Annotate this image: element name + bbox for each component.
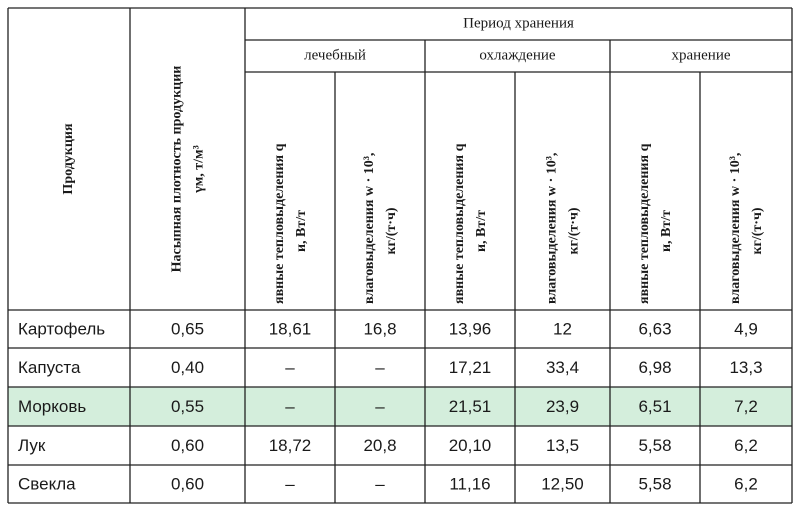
column-header: явные тепловыделения q — [272, 143, 287, 304]
cell-value: 18,61 — [269, 319, 312, 338]
column-header: явные тепловыделения q — [452, 143, 467, 304]
column-header: кг/(т·ч) — [750, 207, 765, 254]
column-header: явные тепловыделения q — [637, 143, 652, 304]
cell-value: 6,63 — [638, 319, 671, 338]
cell-value: 6,98 — [638, 358, 671, 377]
cell-value: 33,4 — [546, 358, 579, 377]
group-header: лечебный — [304, 47, 366, 63]
cell-value: 20,10 — [449, 436, 492, 455]
cell-value: 0,55 — [171, 397, 204, 416]
cell-value: 12,50 — [541, 474, 584, 493]
group-header: охлаждение — [479, 47, 555, 63]
column-header: влаговыделения w · 10³, — [362, 153, 377, 304]
column-header: и, Вт/т — [474, 210, 489, 252]
product-header: Продукция — [61, 123, 76, 195]
product-name: Свекла — [18, 474, 76, 493]
cell-value: 7,2 — [734, 397, 758, 416]
cell-value: 6,2 — [734, 436, 758, 455]
column-header: и, Вт/т — [659, 210, 674, 252]
cell-value: – — [285, 397, 295, 416]
column-header: влаговыделения w · 10³, — [545, 153, 560, 304]
product-name: Капуста — [18, 358, 81, 377]
cell-value: – — [285, 474, 295, 493]
cell-value: 20,8 — [363, 436, 396, 455]
cell-value: 5,58 — [638, 474, 671, 493]
period-header: Период хранения — [463, 15, 574, 31]
column-header: и, Вт/т — [294, 210, 309, 252]
column-header: влаговыделения w · 10³, — [728, 153, 743, 304]
cell-value: 6,51 — [638, 397, 671, 416]
cell-value: 13,5 — [546, 436, 579, 455]
cell-value: 6,2 — [734, 474, 758, 493]
cell-value: – — [375, 358, 385, 377]
cell-value: 4,9 — [734, 319, 758, 338]
cell-value: – — [375, 474, 385, 493]
cell-value: 0,60 — [171, 436, 204, 455]
cell-value: 23,9 — [546, 397, 579, 416]
product-name: Морковь — [18, 397, 86, 416]
cell-value: 13,3 — [729, 358, 762, 377]
cell-value: 0,60 — [171, 474, 204, 493]
cell-value: 13,96 — [449, 319, 492, 338]
cell-value: 5,58 — [638, 436, 671, 455]
density-header: γм, т/м³ — [192, 145, 207, 194]
product-name: Картофель — [18, 319, 105, 338]
product-name: Лук — [18, 436, 46, 455]
cell-value: 0,65 — [171, 319, 204, 338]
column-header: кг/(т·ч) — [384, 207, 399, 254]
cell-value: 12 — [553, 319, 572, 338]
density-header: Насыпная плотность продукции — [170, 66, 185, 273]
column-header: кг/(т·ч) — [567, 207, 582, 254]
row-highlight — [8, 387, 792, 426]
cell-value: 18,72 — [269, 436, 312, 455]
cell-value: 16,8 — [363, 319, 396, 338]
cell-value: 21,51 — [449, 397, 492, 416]
cell-value: – — [375, 397, 385, 416]
cell-value: – — [285, 358, 295, 377]
cell-value: 0,40 — [171, 358, 204, 377]
cell-value: 17,21 — [449, 358, 492, 377]
group-header: хранение — [671, 47, 730, 63]
cell-value: 11,16 — [449, 474, 490, 493]
